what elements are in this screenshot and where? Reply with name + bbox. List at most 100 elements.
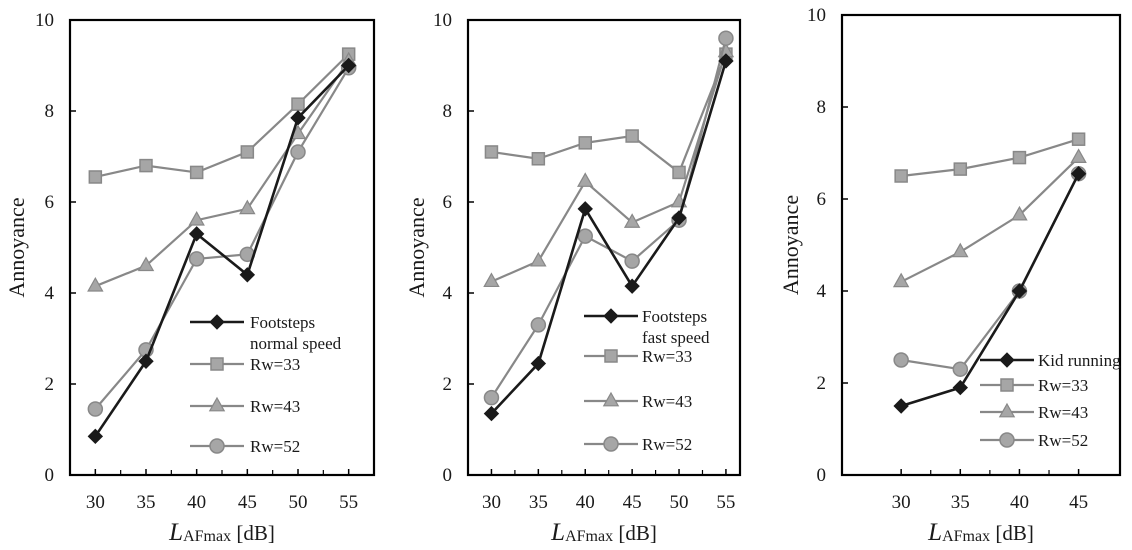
data-point (578, 136, 592, 150)
y-tick-label: 0 (817, 465, 827, 486)
x-axis-title-main: L (927, 519, 942, 546)
data-point (531, 152, 546, 166)
x-axis-title: LAFmax [dB] (168, 519, 275, 546)
y-tick-label: 6 (817, 189, 827, 210)
legend-marker (998, 402, 1016, 418)
x-axis-title-unit: [dB] (613, 521, 657, 545)
data-point (953, 162, 968, 176)
data-point (952, 361, 969, 377)
data-point (530, 251, 547, 267)
x-tick-label: 40 (576, 492, 595, 513)
data-point (87, 401, 104, 417)
data-point (624, 253, 640, 269)
y-tick-label: 8 (443, 101, 453, 122)
series-line (94, 60, 350, 288)
data-point (1011, 205, 1028, 221)
data-point (483, 405, 500, 422)
x-axis-title-unit: [dB] (990, 521, 1034, 545)
legend-marker (208, 396, 226, 412)
data-point (1070, 165, 1087, 182)
series-line (901, 138, 1079, 178)
data-point (1012, 150, 1027, 165)
y-tick-label: 2 (817, 373, 827, 394)
data-point (483, 389, 500, 406)
legend-label: Rw=33 (642, 347, 692, 366)
data-point (137, 256, 155, 272)
legend-marker (210, 357, 224, 371)
x-tick-label: 30 (892, 492, 911, 513)
data-point (671, 210, 687, 226)
data-point (530, 355, 547, 372)
x-tick-label: 40 (1010, 492, 1029, 513)
y-axis-title: Annoyance (778, 195, 803, 295)
data-point (577, 228, 593, 244)
y-tick-label: 10 (35, 10, 54, 31)
data-point (188, 251, 205, 267)
data-point (484, 145, 499, 159)
y-tick-label: 6 (443, 192, 453, 213)
x-axis-title-main: L (168, 519, 183, 546)
series-diamond (87, 57, 357, 445)
data-point (240, 145, 255, 159)
y-tick-label: 8 (817, 97, 827, 118)
x-tick-label: 35 (951, 492, 970, 513)
legend: Kid running Rw=33 Rw=43 Rw=52 (980, 351, 1121, 450)
legend-marker (1000, 378, 1014, 392)
data-point (894, 169, 908, 183)
x-tick-label: 55 (339, 492, 358, 513)
series-square (88, 47, 356, 184)
y-axis-title: Annoyance (4, 197, 29, 297)
data-point (952, 242, 969, 258)
legend-label: Rw=33 (250, 355, 300, 374)
x-tick-label: 45 (1069, 492, 1088, 513)
y-axis-title: Annoyance (404, 197, 429, 297)
series-line (95, 53, 350, 179)
legend-label: Rw=43 (1038, 403, 1088, 422)
series-line (94, 64, 350, 438)
x-axis-title-unit: [dB] (231, 521, 275, 545)
x-tick-label: 50 (289, 492, 308, 513)
legend-label: Rw=52 (642, 435, 692, 454)
y-tick-label: 4 (817, 281, 827, 302)
series-line (491, 53, 727, 175)
chart-panel-3: 0 2 4 6 8 10 30 35 40 45 Annoyance LAFmax [dB] Kid r… (778, 5, 1121, 546)
data-point (1071, 132, 1086, 146)
series-square (894, 132, 1086, 183)
x-axis-title: LAFmax [dB] (550, 519, 657, 546)
data-point (87, 276, 104, 292)
series-line (491, 51, 727, 283)
legend-label: fast speed (642, 328, 710, 347)
x-tick-label: 50 (670, 492, 689, 513)
data-point (893, 352, 909, 368)
data-point (290, 110, 306, 126)
data-point (139, 158, 153, 173)
chart-panel-1: 0 2 4 6 8 10 30 35 40 45 50 55 Annoyance LAFmax [dB] F… (4, 10, 376, 546)
series-line (900, 156, 1080, 283)
x-tick-label: 35 (137, 492, 156, 513)
data-point (1070, 148, 1087, 163)
legend-label: Rw=43 (250, 397, 300, 416)
data-point (290, 144, 306, 160)
y-tick-label: 6 (45, 192, 55, 213)
plot-frame (466, 18, 742, 477)
x-axis-title-sub: AFmax (183, 528, 231, 545)
data-point (87, 428, 104, 445)
legend-label: Rw=52 (250, 437, 300, 456)
data-point (189, 165, 204, 180)
data-point (88, 170, 103, 184)
data-point (577, 201, 593, 217)
series-diamond (893, 165, 1087, 414)
data-point (952, 379, 969, 396)
x-tick-label: 40 (187, 492, 206, 513)
legend-marker (603, 308, 619, 324)
data-point (672, 165, 686, 180)
x-axis-title-sub: AFmax (942, 528, 990, 545)
data-point (483, 272, 500, 288)
y-tick-label: 10 (433, 10, 452, 31)
legend: Footsteps normal speed Rw=33 Rw=43 Rw=52 (190, 313, 342, 456)
data-point (188, 210, 205, 226)
data-point (893, 398, 909, 414)
x-tick-label: 55 (716, 492, 735, 513)
